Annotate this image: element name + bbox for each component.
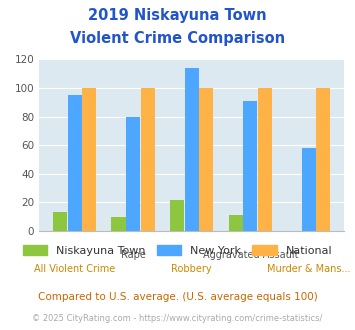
Bar bbox=[170, 200, 184, 231]
Bar bbox=[316, 88, 331, 231]
Bar bbox=[258, 88, 272, 231]
Legend: Niskayuna Town, New York, National: Niskayuna Town, New York, National bbox=[18, 241, 337, 260]
Bar bbox=[82, 88, 96, 231]
Text: Violent Crime Comparison: Violent Crime Comparison bbox=[70, 31, 285, 46]
Bar bbox=[229, 215, 242, 231]
Bar bbox=[243, 101, 257, 231]
Text: Aggravated Assault: Aggravated Assault bbox=[202, 250, 298, 260]
Text: Compared to U.S. average. (U.S. average equals 100): Compared to U.S. average. (U.S. average … bbox=[38, 292, 317, 302]
Text: Murder & Mans...: Murder & Mans... bbox=[267, 264, 350, 274]
Bar bbox=[126, 116, 140, 231]
Text: Rape: Rape bbox=[121, 250, 146, 260]
Bar bbox=[199, 88, 213, 231]
Bar bbox=[185, 68, 199, 231]
Bar bbox=[53, 213, 67, 231]
Bar bbox=[302, 148, 316, 231]
Text: All Violent Crime: All Violent Crime bbox=[34, 264, 115, 274]
Text: © 2025 CityRating.com - https://www.cityrating.com/crime-statistics/: © 2025 CityRating.com - https://www.city… bbox=[32, 314, 323, 323]
Bar bbox=[67, 95, 82, 231]
Text: Robbery: Robbery bbox=[171, 264, 212, 274]
Bar bbox=[141, 88, 155, 231]
Text: 2019 Niskayuna Town: 2019 Niskayuna Town bbox=[88, 8, 267, 23]
Bar bbox=[111, 217, 126, 231]
